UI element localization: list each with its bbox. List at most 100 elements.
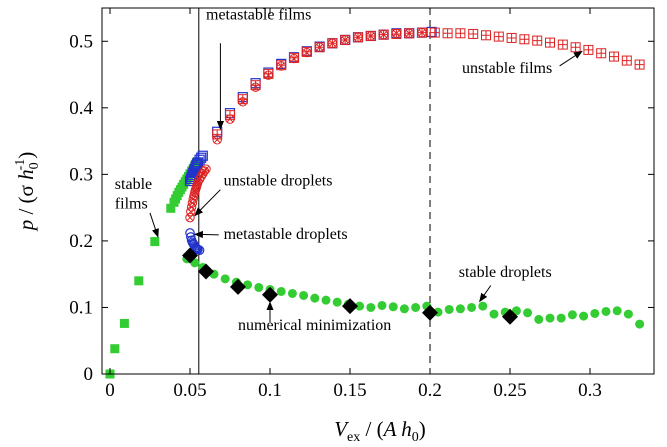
annotation-label: stable — [115, 176, 152, 193]
data-point-diamond — [422, 304, 438, 321]
data-point-plus-square — [327, 38, 338, 49]
data-point-crossed-circle — [201, 164, 211, 174]
data-point-circle — [567, 310, 577, 320]
annotation-label: unstable films — [462, 60, 552, 77]
data-point-circle — [635, 319, 645, 329]
x-tick-label: 0.05 — [173, 380, 206, 401]
data-point-plus-square — [596, 48, 607, 59]
annotations: metastable films unstable films stable film… — [115, 6, 583, 334]
data-point-plus-square — [532, 35, 543, 46]
data-point-plus-square — [442, 28, 453, 39]
data-point-plus-square — [468, 28, 479, 39]
x-tick-label: 0.25 — [493, 380, 526, 401]
y-tick-label: 0.3 — [69, 164, 93, 185]
annotation-arrow — [479, 285, 492, 303]
annotation-arrow — [194, 189, 221, 217]
data-point-plus-square — [353, 32, 363, 43]
y-tick-label: 0.4 — [69, 98, 93, 119]
y-tick-label: 0.2 — [69, 231, 93, 252]
data-point-circle — [399, 304, 409, 314]
data-point-plus-square — [493, 31, 504, 42]
data-point-square — [134, 276, 144, 286]
x-tick-label: 0.15 — [333, 380, 366, 401]
data-point-circle — [534, 314, 544, 324]
data-point-plus-square — [557, 39, 568, 50]
data-point-circle — [623, 309, 633, 319]
y-tick-label: 0.1 — [69, 297, 93, 318]
data-point-plus-square — [365, 30, 376, 41]
data-point-plus-square — [378, 29, 389, 40]
data-point-circle — [254, 282, 264, 292]
data-point-plus-square — [519, 34, 530, 45]
annotation-arrow — [193, 230, 219, 239]
data-point-plus-square — [545, 37, 555, 48]
data-point-circle — [220, 274, 230, 284]
data-point-open-circle — [194, 245, 205, 256]
annotation-label: stable droplets — [459, 264, 552, 281]
data-point-circle — [478, 301, 488, 311]
data-point-diamond — [262, 286, 278, 303]
data-point-circle — [590, 308, 600, 318]
data-point-plus-square — [301, 46, 312, 57]
x-axis-title: Vex / (A h0) — [334, 417, 426, 445]
data-point-plus-square — [289, 52, 299, 63]
data-point-diamond — [230, 278, 246, 295]
data-point-circle — [556, 313, 566, 323]
data-point-open-square — [196, 152, 207, 163]
data-point-plus-square — [340, 34, 351, 45]
data-point-circle — [332, 297, 342, 307]
data-point-circle — [276, 286, 286, 296]
annotation-arrow — [149, 212, 159, 238]
data-point-circle — [579, 311, 589, 321]
data-point-plus-square — [506, 32, 517, 43]
data-point-circle — [523, 308, 533, 318]
data-point-plus-square — [583, 44, 594, 55]
data-point-plus-square — [609, 51, 619, 62]
data-point-circle — [601, 306, 611, 316]
data-point-circle — [366, 302, 376, 312]
annotation-label: metastable droplets — [224, 226, 348, 243]
data-point-circle — [545, 313, 555, 323]
annotation-label: films — [115, 195, 148, 212]
data-point-plus-square — [634, 59, 645, 70]
data-point-diamond — [342, 298, 358, 315]
y-axis-title: p / (σ h0-1) — [13, 152, 42, 233]
x-tick-label: 0.2 — [418, 380, 442, 401]
data-point-open-circle — [192, 244, 202, 254]
data-point-circle — [299, 290, 309, 300]
data-point-plus-square — [250, 80, 261, 91]
x-tick-label: 0.1 — [258, 380, 282, 401]
data-point-plus-square — [570, 42, 581, 53]
data-point-square — [110, 344, 120, 354]
data-points — [105, 26, 645, 379]
data-point-plus-square — [237, 94, 248, 105]
data-point-plus-square — [391, 28, 402, 39]
data-point-circle — [355, 301, 365, 311]
data-point-plus-square — [404, 28, 415, 39]
data-point-circle — [411, 302, 421, 312]
data-point-circle — [444, 304, 454, 314]
y-tick-label: 0.5 — [69, 31, 93, 52]
data-point-plus-square — [276, 60, 287, 71]
data-point-circle — [467, 302, 477, 312]
data-point-circle — [321, 295, 331, 305]
data-point-square — [119, 318, 129, 328]
data-point-circle — [612, 306, 622, 316]
x-tick-label: 0 — [105, 380, 115, 401]
data-point-plus-square — [314, 42, 325, 53]
data-point-diamond — [502, 308, 518, 325]
data-point-plus-square — [481, 30, 491, 41]
x-tick-label: 0.3 — [578, 380, 602, 401]
data-point-plus-square — [455, 28, 466, 39]
data-point-plus-square — [225, 110, 235, 121]
data-point-diamond — [182, 247, 198, 264]
annotation-label: metastable films — [206, 6, 311, 23]
data-point-square — [166, 203, 176, 213]
plot-frame — [101, 7, 655, 375]
data-point-open-square — [426, 26, 437, 38]
annotation-arrow — [559, 50, 583, 67]
data-point-diamond — [198, 263, 214, 280]
data-point-square — [150, 237, 160, 247]
data-point-open-square — [197, 150, 208, 161]
